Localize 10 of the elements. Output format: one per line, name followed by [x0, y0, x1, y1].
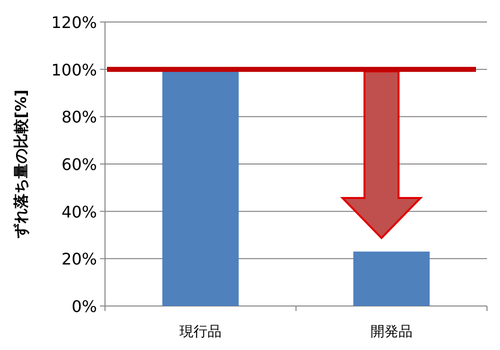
y-axis-title: ずれ落ち量の比較[%] — [12, 90, 30, 238]
y-tick-label: 20% — [61, 250, 97, 269]
x-tick-label: 現行品 — [180, 324, 222, 340]
y-tick-label: 40% — [61, 202, 97, 222]
y-tick-label: 80% — [61, 108, 97, 127]
y-tick-label: 120% — [51, 13, 97, 32]
x-tick-label: 開発品 — [370, 324, 412, 340]
y-tick-label: 60% — [61, 155, 97, 174]
y-tick-label: 0% — [72, 297, 97, 316]
y-tick-label: 100% — [51, 60, 97, 80]
